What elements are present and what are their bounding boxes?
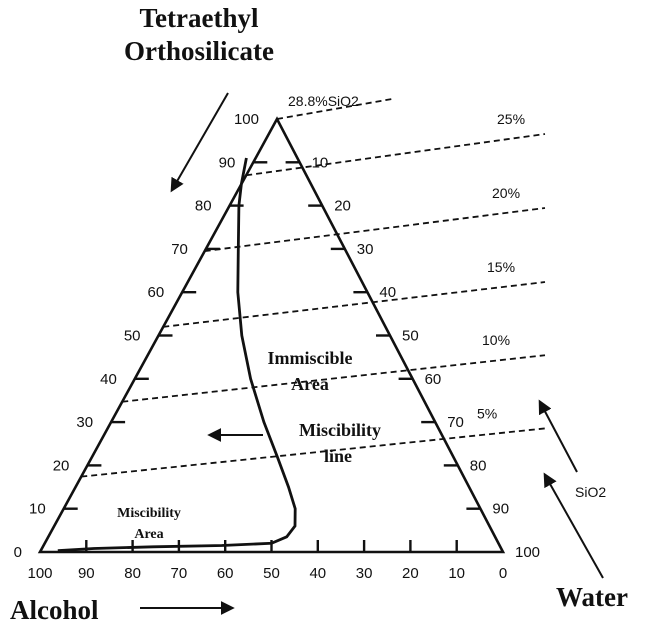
left-axis-tick-label: 50 [124,328,141,345]
bottom-axis-tick-label: 0 [499,565,507,582]
sio2-isoline-label: 20% [492,185,520,201]
miscibility-line-label-line2: line [324,446,352,466]
right-axis-tick-label: 60 [425,371,442,388]
bottom-axis-tick-label: 20 [402,565,419,582]
right-axis-tick-label: 10 [312,154,329,171]
right-axis-tick-label: 20 [334,198,351,215]
top-corner-label-line1: Tetraethyl [140,3,259,33]
right-axis-tick-label: 30 [357,241,374,258]
sio2-direction-arrow-upper [538,399,578,473]
sio2-isoline-label: 28.8%SiO2 [288,93,359,109]
ternary-triangle [37,116,506,554]
sio2-isoline [204,207,546,252]
right-axis-tick-label: 80 [470,457,487,474]
top-corner-label-line2: Orthosilicate [124,36,274,66]
right-axis-tick-label: 90 [492,501,509,518]
immiscible-area-label-line1: Immiscible [268,348,353,368]
bottom-axis-tick-label: 40 [309,565,326,582]
left-axis-tick-label: 80 [195,198,212,215]
right-axis-tick-label: 40 [379,284,396,301]
sio2-isolines: 28.8%SiO2 25% 20% 15% 10% 5% [81,93,546,478]
left-axis-tick-label: 60 [148,284,165,301]
left-axis-tick-label: 20 [53,457,70,474]
miscibility-area-label-line2: Area [134,527,163,542]
sio2-direction-arrow-lower [543,472,604,579]
sio2-isoline-label: 10% [482,332,510,348]
bottom-axis-tick-label: 30 [356,565,373,582]
sio2-isoline-label: 15% [487,259,515,275]
sio2-isoline [163,281,546,328]
sio2-isoline-label: 25% [497,111,525,127]
sio2-isoline [81,427,546,478]
left-axis-tick-label: 30 [76,414,93,431]
axis-ticks: 0102030405060708090100102030405060708090… [14,111,540,582]
left-axis-tick-label: 70 [171,241,188,258]
bottom-left-corner-label: Alcohol [10,595,99,625]
sio2-isoline [246,133,546,177]
bottom-axis-tick-label: 60 [217,565,234,582]
left-axis-tick-label: 90 [219,154,236,171]
bottom-axis-tick-label: 70 [171,565,188,582]
left-axis-tick-label: 100 [234,111,259,128]
bottom-axis-tick-label: 90 [78,565,95,582]
bottom-axis-tick-label: 80 [124,565,141,582]
bottom-axis-tick-label: 50 [263,565,280,582]
right-axis-tick-label: 100 [515,544,540,561]
left-axis-tick-label: 0 [14,544,22,561]
right-axis-tick-label: 50 [402,328,419,345]
bottom-axis-tick-label: 100 [27,565,52,582]
left-axis-tick-label: 10 [29,501,46,518]
right-axis-tick-label: 70 [447,414,464,431]
immiscible-area-label-line2: Area [291,374,329,394]
sio2-isoline-label: 5% [477,405,497,421]
miscibility-line-label-line1: Miscibility [299,420,381,440]
bottom-right-corner-label: Water [556,582,628,612]
miscibility-area-label-line1: Miscibility [117,506,181,521]
miscibility-curve [57,157,297,553]
teos-direction-arrow [170,92,229,193]
sio2-isoline [122,354,546,403]
left-axis-tick-label: 40 [100,371,117,388]
sio2-axis-label: SiO2 [575,484,606,500]
bottom-axis-tick-label: 10 [448,565,465,582]
